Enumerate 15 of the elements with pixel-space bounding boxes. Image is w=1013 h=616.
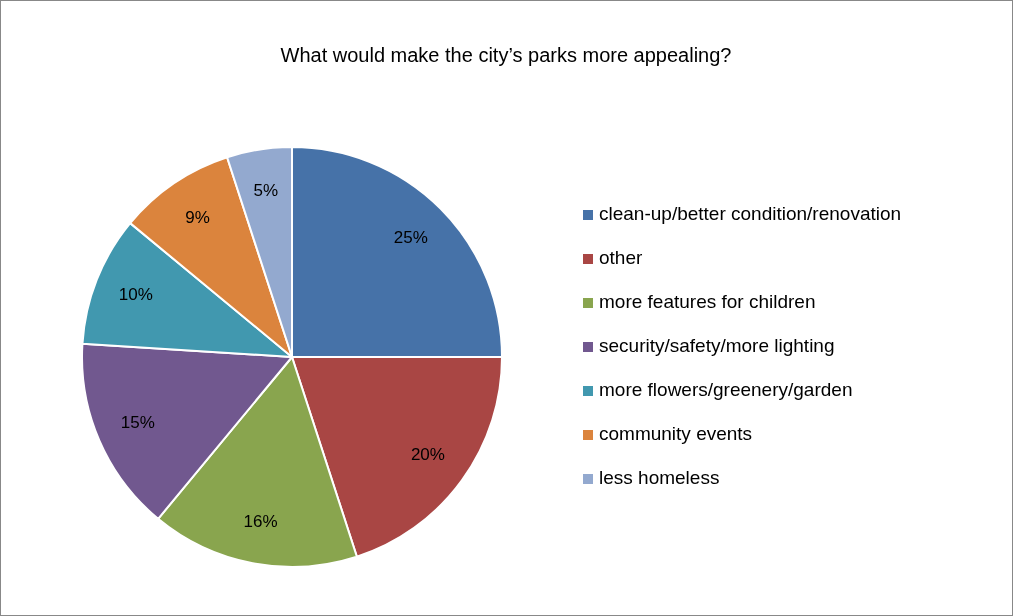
legend-label: security/safety/more lighting — [599, 335, 835, 357]
legend-label: less homeless — [599, 467, 720, 489]
data-label: 10% — [118, 284, 153, 304]
legend-label: clean-up/better condition/renovation — [599, 203, 902, 225]
legend-label: community events — [599, 423, 753, 445]
data-label: 9% — [185, 207, 210, 227]
data-label: 25% — [393, 227, 428, 247]
chart-title: What would make the city’s parks more appealing? — [280, 44, 732, 66]
legend-label: other — [599, 247, 643, 269]
legend-label: more features for children — [599, 291, 816, 313]
legend-label: more flowers/greenery/garden — [599, 379, 853, 401]
data-label: 20% — [410, 445, 445, 465]
data-label: 16% — [243, 511, 278, 531]
data-label: 15% — [120, 413, 155, 433]
data-label: 5% — [253, 180, 279, 200]
